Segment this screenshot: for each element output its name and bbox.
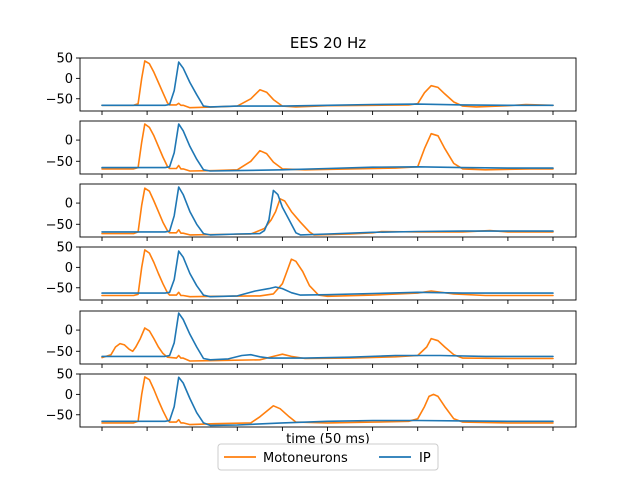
y-tick-label: 0 [65,72,73,87]
series-line-motoneurons [101,376,554,426]
y-tick-label: −50 [46,92,73,107]
legend-label-motoneurons: Motoneurons [263,451,348,466]
y-tick-label: 50 [56,52,73,67]
y-tick-label: 0 [65,197,73,212]
y-tick-label: −50 [46,345,73,360]
legend-frame [217,443,439,471]
y-tick-label: 0 [65,388,73,403]
panel-6: 50 0 −50 [46,368,577,431]
legend: Motoneurons IP [217,443,439,471]
series-line-ip [101,61,554,108]
y-tick-label: −50 [46,408,73,423]
series-line-motoneurons [101,187,554,236]
panel-frame [79,120,577,175]
series-line-motoneurons [101,327,554,362]
panel-frame [79,57,577,112]
panel-2: 0−50 [46,120,577,178]
y-tick-label: 50 [56,241,73,256]
panel-5: 0−50 [46,310,577,368]
panel-frame [79,310,577,365]
panel-frame [79,373,577,428]
y-tick-label: 50 [56,368,73,383]
y-tick-label: −50 [46,218,73,233]
series-line-ip [101,123,554,172]
series-line-ip [101,376,554,427]
panel-frame [79,246,577,301]
legend-label-ip: IP [419,451,431,466]
y-tick-label: 0 [65,134,73,149]
series-line-ip [101,250,554,298]
x-axis-label: time (50 ms) [286,432,370,447]
panel-4: 50 0 −50 [46,241,577,304]
panel-frame [79,183,577,238]
series-line-motoneurons [101,249,554,298]
series-line-motoneurons [101,123,554,172]
series-line-ip [101,186,554,236]
y-tick-label: −50 [46,281,73,296]
panel-3: 0−50 [46,183,577,241]
y-tick-label: 0 [65,261,73,276]
chart-title: EES 20 Hz [290,34,366,52]
panel-1: 50 0 −50 [46,52,577,115]
y-tick-label: 0 [65,324,73,339]
series-line-motoneurons [101,60,554,109]
series-line-ip [101,312,554,361]
y-tick-label: −50 [46,155,73,170]
